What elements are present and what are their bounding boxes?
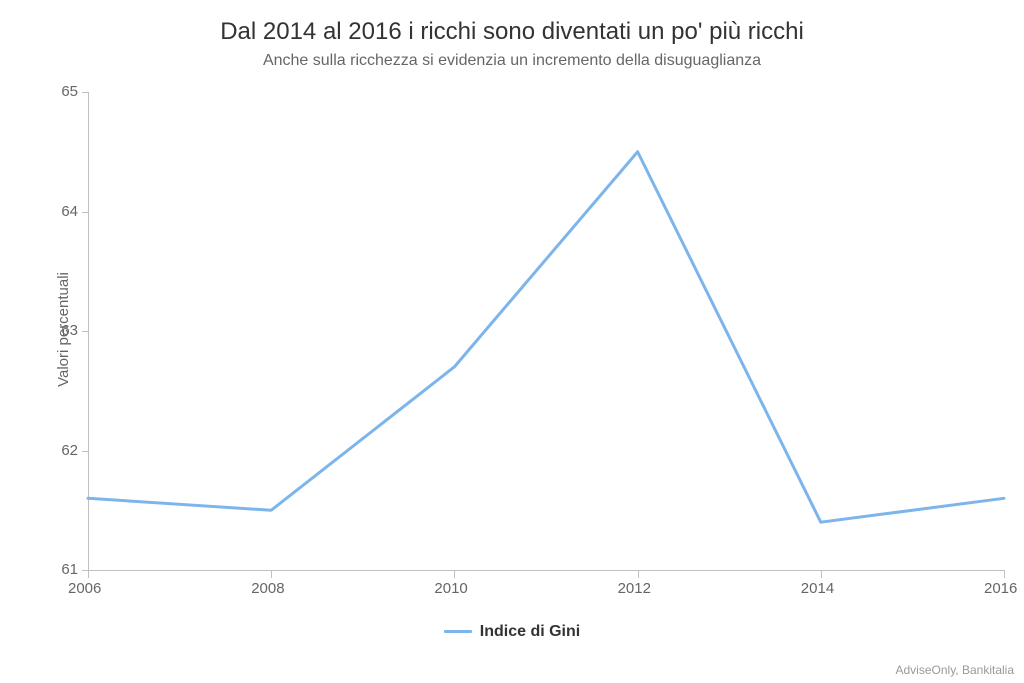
y-tick-mark (82, 451, 88, 452)
x-tick-label: 2016 (984, 580, 1017, 597)
x-tick-mark (271, 570, 272, 578)
plot-area: 6162636465200620082010201220142016 (88, 92, 1004, 570)
legend[interactable]: Indice di Gini (0, 620, 1024, 641)
chart-title: Dal 2014 al 2016 i ricchi sono diventati… (0, 0, 1024, 46)
y-tick-label: 62 (38, 442, 78, 459)
x-tick-mark (1004, 570, 1005, 578)
x-tick-label: 2008 (251, 580, 284, 597)
chart-credits[interactable]: AdviseOnly, Bankitalia (896, 663, 1015, 677)
y-tick-label: 65 (38, 83, 78, 100)
x-tick-mark (454, 570, 455, 578)
x-tick-label: 2010 (434, 580, 467, 597)
legend-color-swatch (444, 630, 472, 633)
x-tick-label: 2014 (801, 580, 834, 597)
line-chart: Dal 2014 al 2016 i ricchi sono diventati… (0, 0, 1024, 683)
legend-label: Indice di Gini (480, 623, 580, 641)
chart-subtitle: Anche sulla ricchezza si evidenzia un in… (0, 52, 1024, 70)
y-tick-mark (82, 331, 88, 332)
x-axis-line (88, 570, 1004, 571)
x-tick-mark (88, 570, 89, 578)
y-tick-mark (82, 212, 88, 213)
x-tick-mark (638, 570, 639, 578)
x-tick-label: 2012 (618, 580, 651, 597)
x-tick-label: 2006 (68, 580, 101, 597)
y-tick-label: 61 (38, 561, 78, 578)
x-tick-mark (821, 570, 822, 578)
y-tick-label: 63 (38, 322, 78, 339)
y-tick-mark (82, 92, 88, 93)
line-series-layer (88, 92, 1004, 570)
legend-item[interactable]: Indice di Gini (444, 623, 580, 641)
y-tick-label: 64 (38, 203, 78, 220)
series-line[interactable] (88, 152, 1004, 522)
